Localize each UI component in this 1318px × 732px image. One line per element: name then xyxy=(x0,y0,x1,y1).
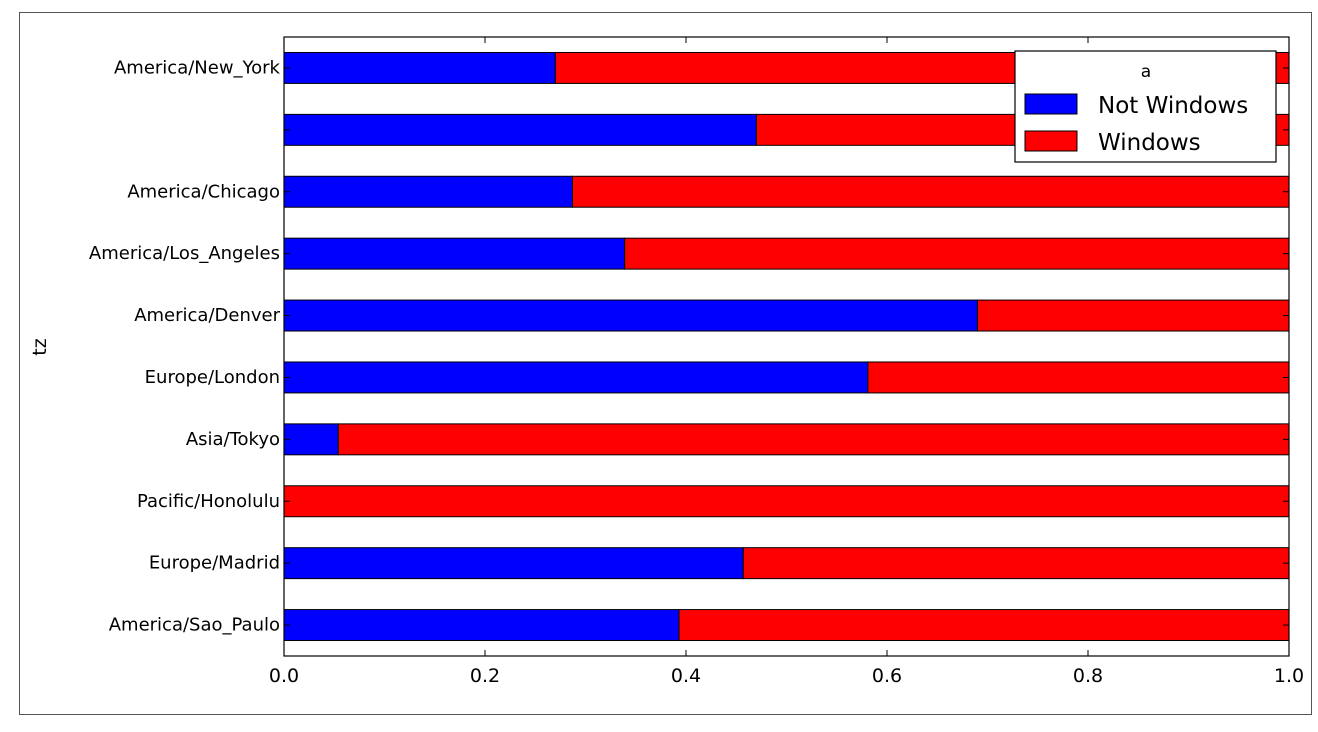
bar-not-windows-europe-london xyxy=(283,361,869,394)
bar-not-windows-america-new-york xyxy=(283,51,556,84)
y-tick-label: America/Chicago xyxy=(127,181,280,202)
x-tick-labels: 0.0 0.2 0.4 0.6 0.8 1.0 xyxy=(269,37,1304,687)
bar-windows-pacific-honolulu xyxy=(283,485,1290,518)
bar-windows-asia-tokyo xyxy=(337,423,1290,456)
y-tick-label: America/Los_Angeles xyxy=(89,243,280,264)
legend: a Not Windows Windows xyxy=(1014,50,1277,163)
y-tick-label: Asia/Tokyo xyxy=(186,429,280,450)
bar-windows-america-sao-paulo xyxy=(678,609,1290,642)
bar-not-windows-america-sao-paulo xyxy=(283,609,680,642)
legend-swatch-not-windows xyxy=(1024,93,1078,115)
legend-title: a xyxy=(1141,62,1151,82)
bar-not-windows-blank xyxy=(283,113,757,146)
bar-not-windows-america-los-angeles xyxy=(283,237,626,270)
y-tick-label: America/New_York xyxy=(114,57,281,78)
bar-not-windows-america-denver xyxy=(283,299,978,332)
plot-area-border xyxy=(283,36,1290,657)
y-tick-labels: America/New_York America/Chicago America/L… xyxy=(89,57,1289,636)
y-tick-label: Europe/Madrid xyxy=(149,553,280,574)
bar-not-windows-europe-madrid xyxy=(283,547,744,580)
bar-windows-europe-london xyxy=(867,361,1290,394)
x-tick-label: 0.4 xyxy=(671,665,701,687)
x-tick-label: 0.2 xyxy=(470,665,500,687)
x-tick-label: 1.0 xyxy=(1274,665,1304,687)
legend-label-not-windows: Not Windows xyxy=(1098,93,1248,119)
y-axis-label: tz xyxy=(29,338,51,355)
bar-windows-america-los-angeles xyxy=(624,237,1290,270)
y-tick-label: America/Sao_Paulo xyxy=(109,615,280,636)
bar-not-windows-asia-tokyo xyxy=(283,423,339,456)
y-tick-label: America/Denver xyxy=(134,305,280,326)
y-tick-label: Europe/London xyxy=(145,367,280,388)
bar-windows-america-denver xyxy=(976,299,1290,332)
x-tick-label: 0.6 xyxy=(872,665,902,687)
x-tick-label: 0.0 xyxy=(269,665,299,687)
legend-label-windows: Windows xyxy=(1098,130,1201,156)
x-tick-label: 0.8 xyxy=(1073,665,1103,687)
bar-not-windows-america-chicago xyxy=(283,175,573,208)
y-tick-label: Pacific/Honolulu xyxy=(137,491,280,512)
bar-windows-europe-madrid xyxy=(742,547,1290,580)
legend-swatch-windows xyxy=(1024,130,1078,152)
bar-windows-america-chicago xyxy=(571,175,1290,208)
